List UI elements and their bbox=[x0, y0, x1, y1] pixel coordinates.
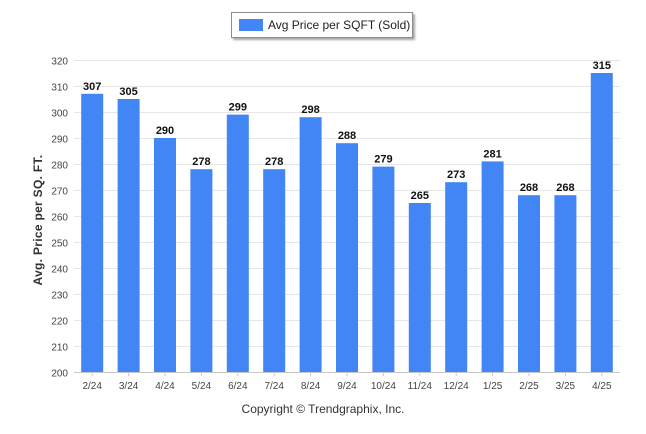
bar bbox=[445, 182, 468, 372]
x-tick-label: 3/25 bbox=[556, 381, 576, 392]
x-tick-label: 7/24 bbox=[264, 381, 284, 392]
data-label: 307 bbox=[83, 81, 101, 93]
y-tick-label: 300 bbox=[51, 109, 68, 120]
data-label: 288 bbox=[338, 130, 356, 142]
x-tick-label: 1/25 bbox=[483, 381, 503, 392]
y-tick-label: 220 bbox=[51, 317, 68, 328]
bar bbox=[336, 143, 358, 372]
y-tick-label: 270 bbox=[51, 187, 68, 198]
bar bbox=[299, 117, 322, 372]
data-label: 278 bbox=[265, 156, 283, 168]
y-tick-label: 280 bbox=[51, 161, 68, 172]
x-tick-label: 4/25 bbox=[592, 381, 612, 392]
data-label: 290 bbox=[156, 125, 174, 137]
bar bbox=[154, 138, 176, 372]
data-label: 279 bbox=[374, 154, 392, 166]
data-label: 278 bbox=[192, 156, 210, 168]
bar bbox=[190, 169, 213, 372]
data-label: 315 bbox=[593, 60, 611, 72]
x-tick-label: 8/24 bbox=[301, 381, 321, 392]
legend[interactable]: Avg Price per SQFT (Sold) bbox=[231, 12, 413, 38]
data-label: 273 bbox=[447, 169, 465, 181]
bar bbox=[518, 195, 540, 372]
bar bbox=[590, 73, 613, 372]
bar bbox=[554, 195, 577, 372]
copyright-text: Copyright © Trendgraphix, Inc. bbox=[241, 402, 405, 416]
y-tick-label: 250 bbox=[51, 239, 68, 250]
bar bbox=[263, 169, 286, 372]
data-label: 265 bbox=[411, 190, 429, 202]
data-label: 268 bbox=[520, 182, 538, 194]
bar bbox=[117, 99, 140, 372]
data-label: 268 bbox=[556, 182, 574, 194]
x-tick-label: 6/24 bbox=[228, 381, 248, 392]
x-tick-label: 4/24 bbox=[155, 381, 175, 392]
bar bbox=[481, 161, 504, 372]
y-tick-label: 210 bbox=[51, 343, 68, 354]
x-tick-label: 3/24 bbox=[119, 381, 139, 392]
y-tick-label: 320 bbox=[51, 57, 68, 68]
bar bbox=[408, 203, 431, 372]
x-tick-label: 2/25 bbox=[519, 381, 539, 392]
bar bbox=[226, 114, 249, 372]
x-tick-label: 5/24 bbox=[192, 381, 212, 392]
data-label: 305 bbox=[119, 86, 137, 98]
bar bbox=[372, 166, 395, 372]
y-tick-label: 290 bbox=[51, 135, 68, 146]
y-tick-label: 230 bbox=[51, 291, 68, 302]
x-tick-label: 9/24 bbox=[337, 381, 357, 392]
y-axis-label: Avg. Price per SQ. FT. bbox=[31, 154, 45, 286]
x-tick-label: 10/24 bbox=[371, 381, 396, 392]
data-label: 299 bbox=[229, 102, 247, 114]
y-tick-label: 310 bbox=[51, 83, 68, 94]
legend-swatch bbox=[239, 19, 263, 31]
bar bbox=[81, 93, 104, 373]
y-tick-label: 240 bbox=[51, 265, 68, 276]
x-tick-label: 12/24 bbox=[444, 381, 469, 392]
y-tick-label: 260 bbox=[51, 213, 68, 224]
data-label: 281 bbox=[483, 148, 501, 160]
x-tick-label: 11/24 bbox=[408, 381, 433, 392]
x-tick-label: 2/24 bbox=[82, 381, 102, 392]
data-label: 298 bbox=[301, 104, 319, 116]
y-tick-label: 200 bbox=[51, 369, 68, 380]
legend-label: Avg Price per SQFT (Sold) bbox=[268, 18, 411, 32]
